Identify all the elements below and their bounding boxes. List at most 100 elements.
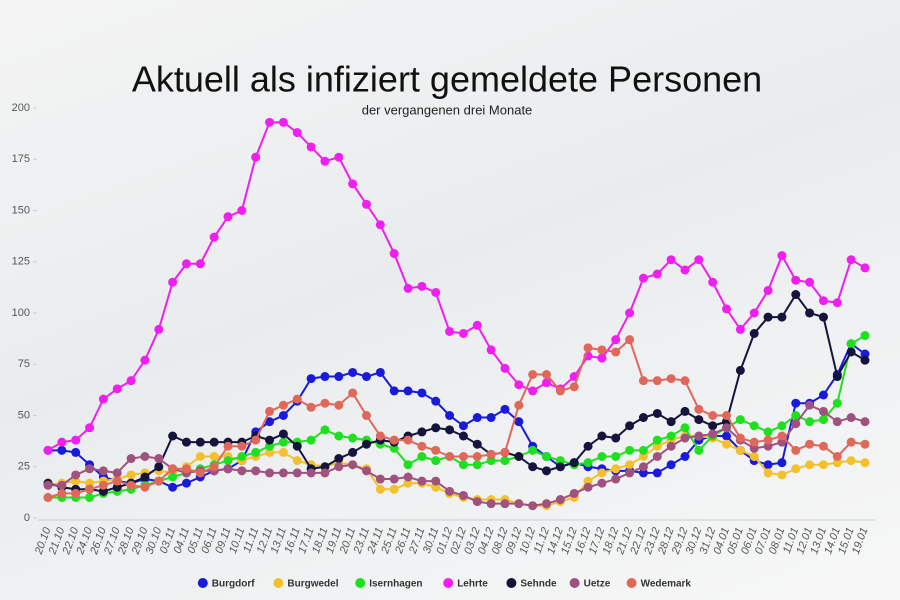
data-point [611,464,621,474]
data-point [722,304,732,314]
data-point [846,339,856,349]
data-point [638,376,648,386]
data-point [57,445,67,455]
data-point [500,404,510,414]
chart-title: Aktuell als infiziert gemeldete Personen [132,59,762,100]
data-point [431,445,441,455]
data-point [348,433,358,443]
data-point [85,464,95,474]
data-point [860,439,870,449]
data-point [694,415,704,425]
data-point [694,445,704,455]
data-point [846,456,856,466]
data-point [708,429,718,439]
data-point [126,480,136,490]
series [43,339,870,492]
y-tick-label: 0 [24,512,30,524]
data-point [237,466,247,476]
data-point [708,421,718,431]
data-point [209,452,219,461]
data-point [708,277,718,287]
data-point [265,417,275,427]
data-point [112,482,122,492]
data-point [278,429,288,439]
data-point [542,370,552,379]
data-point [431,482,441,492]
data-point [140,355,150,365]
series [43,400,870,511]
data-point [832,398,842,408]
data-point [403,478,413,488]
data-point [85,423,95,433]
data-point [334,454,344,464]
data-point [445,425,455,435]
data-point [860,263,870,273]
data-point [542,452,552,461]
data-point [223,464,233,474]
legend-marker [197,578,208,588]
data-point [791,419,801,429]
data-point [749,308,759,318]
data-point [514,400,524,410]
data-point [791,290,801,300]
data-point [389,249,399,259]
data-point [777,431,787,441]
data-point [85,478,95,488]
legend-label: Sehnde [520,579,557,590]
data-point [320,462,330,472]
data-point [846,413,856,423]
data-point [555,462,565,472]
data-point [209,232,219,242]
data-point [791,275,801,285]
data-point [168,472,178,482]
data-point [638,413,648,423]
data-point [320,156,330,166]
y-tick-label: 150 [12,204,30,216]
data-point [417,388,427,398]
data-point [611,335,621,345]
data-point [625,421,635,431]
data-point [805,439,815,449]
data-point [597,431,607,441]
data-point [237,441,247,451]
data-point [611,474,621,484]
data-point [320,372,330,382]
data-point [320,398,330,408]
data-point [278,117,288,127]
data-point [458,329,468,338]
data-point [652,441,662,451]
data-point [112,384,122,394]
data-point [805,277,815,287]
data-point [57,437,67,447]
data-point [292,441,302,451]
data-point [763,312,773,322]
data-point [417,427,427,437]
data-point [486,456,496,466]
data-point [763,435,773,445]
data-point [611,433,621,443]
legend-marker [626,578,637,588]
legend-label: Isernhagen [369,579,422,590]
series-line [47,292,866,493]
data-point [85,484,95,494]
data-point [597,452,607,461]
data-point [583,458,593,468]
data-point [375,367,385,377]
data-point [500,456,510,466]
data-point [389,443,399,453]
data-point [71,470,81,480]
data-point [583,343,593,353]
data-point [569,488,579,498]
data-point [777,312,787,322]
data-point [361,411,371,420]
data-point [777,470,787,480]
data-point [763,441,773,451]
data-point [611,452,621,461]
data-point [403,386,413,396]
data-point [555,386,565,396]
data-point [652,468,662,478]
data-point [458,460,468,470]
data-point [154,324,164,334]
data-point [85,493,95,502]
data-point [860,349,870,359]
